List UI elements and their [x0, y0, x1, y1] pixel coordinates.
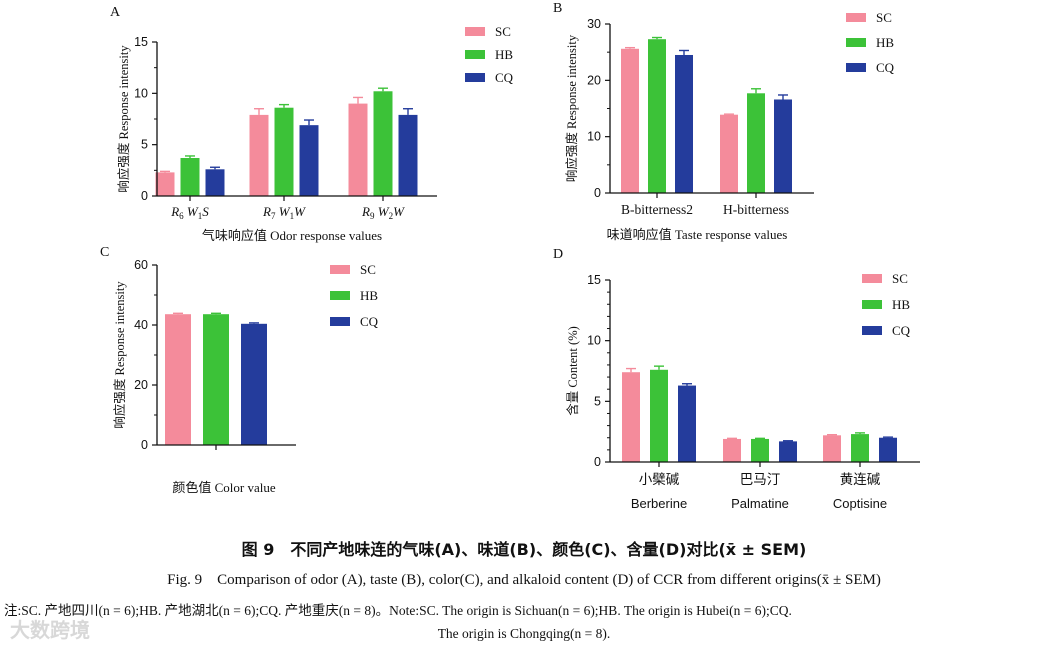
panel-a-legend-swatch-hb [465, 50, 485, 59]
panel-d-category-0: 小檗碱 [639, 472, 680, 488]
panel-c-legend-swatch-sc [330, 265, 350, 274]
panel-b-bar-cq-0 [675, 54, 693, 193]
panel-b-bar-hb-0 [648, 39, 666, 194]
panel-d-legend-swatch-sc [862, 274, 882, 283]
panel-a-legend-label-sc: SC [495, 24, 511, 39]
panel-a-bar-hb-1 [274, 107, 294, 196]
panel-b-bar-hb-1 [747, 93, 765, 193]
panel-d-letter: D [553, 247, 563, 262]
caption-chinese: 图 9 不同产地味连的气味(A)、味道(B)、颜色(C)、含量(D)对比(x̄ … [241, 540, 807, 559]
note-line-1: 注:SC. 产地四川(n = 6);HB. 产地湖北(n = 6);CQ. 产地… [4, 603, 792, 618]
panel-c-bar-cq-0 [241, 323, 267, 445]
panel-a-category-2: R9 W2W [361, 204, 405, 221]
panel-d-bar-sc-2 [823, 435, 841, 462]
panel-b-xlabel: 味道响应值 Taste response values [607, 227, 788, 242]
panel-b-legend-label-sc: SC [876, 10, 892, 25]
panel-c-legend-label-hb: HB [360, 288, 378, 303]
panel-b-ytick-label-1: 10 [587, 130, 601, 144]
panel-c-bar-hb-0 [203, 314, 229, 445]
panel-b-ylabel: 响应强度 Response intensity [564, 34, 579, 182]
panel-c-ytick-label-0: 0 [141, 438, 148, 452]
panel-b-legend-swatch-sc [846, 13, 866, 22]
caption-english: Fig. 9 Comparison of odor (A), taste (B)… [167, 572, 881, 588]
panel-d-bar-hb-2 [851, 434, 869, 462]
panel-d-legend-label-sc: SC [892, 271, 908, 286]
panel-d-ylabel: 含量 Content (%) [565, 326, 580, 416]
panel-a-bar-sc-1 [249, 114, 269, 196]
panel-a-category-1: R7 W1W [262, 204, 306, 221]
panel-b-ytick-label-3: 30 [587, 17, 601, 31]
panel-d-legend-swatch-cq [862, 326, 882, 335]
panel-b-category-1: H-bitterness [723, 202, 789, 217]
panel-b-ytick-label-2: 20 [587, 73, 601, 87]
panel-b-category-0: B-bitterness2 [621, 202, 693, 217]
panel-a-bar-sc-2 [348, 103, 368, 196]
panel-b-bar-sc-0 [621, 48, 639, 193]
panel-d-category-en-0: Berberine [631, 496, 687, 511]
panel-d-category-2: 黄连碱 [840, 472, 881, 488]
panel-a-bar-cq-0 [205, 169, 225, 196]
panel-d-bar-hb-1 [751, 438, 769, 462]
panel-d-legend-swatch-hb [862, 300, 882, 309]
panel-d-bar-cq-0 [678, 385, 696, 462]
panel-b-legend-label-cq: CQ [876, 60, 895, 75]
panel-c-ylabel: 响应强度 Response intensity [112, 281, 127, 429]
panel-c-ytick-label-1: 20 [134, 378, 148, 392]
panel-b-legend-swatch-hb [846, 38, 866, 47]
panel-b-ytick-label-0: 0 [594, 186, 601, 200]
panel-a-bar-hb-2 [373, 91, 393, 196]
panel-a-letter: A [110, 5, 121, 20]
panel-a-ytick-label-1: 5 [141, 138, 148, 152]
panel-d-bar-cq-1 [779, 441, 797, 462]
panel-c-legend-swatch-cq [330, 317, 350, 326]
panel-d-bar-sc-0 [622, 372, 640, 462]
panel-d-ytick-label-1: 5 [594, 394, 601, 408]
panel-d-bar-hb-0 [650, 369, 668, 462]
panel-d-category-en-2: Coptisine [833, 496, 887, 511]
panel-d-ytick-label-2: 10 [587, 334, 601, 348]
panel-a-bar-cq-2 [398, 114, 418, 196]
panel-c-ytick-label-3: 60 [134, 258, 148, 272]
panel-d-bar-sc-1 [723, 438, 741, 462]
panel-a-legend-swatch-sc [465, 27, 485, 36]
panel-a-ylabel: 响应强度 Response intensity [116, 45, 131, 193]
panel-c-ytick-label-2: 40 [134, 318, 148, 332]
panel-a-legend-label-hb: HB [495, 47, 513, 62]
panel-d-category-1: 巴马汀 [740, 472, 781, 488]
panel-c-legend-label-cq: CQ [360, 314, 379, 329]
panel-d-legend-label-cq: CQ [892, 323, 911, 338]
panel-b-bar-cq-1 [774, 99, 792, 193]
panel-b-bar-sc-1 [720, 114, 738, 193]
panel-b-legend-label-hb: HB [876, 35, 894, 50]
panel-d-ytick-label-0: 0 [594, 455, 601, 469]
panel-a-ytick-label-2: 10 [134, 86, 148, 100]
panel-a-category-0: R6 W1S [170, 204, 209, 221]
panel-d-category-en-1: Palmatine [731, 496, 789, 511]
panel-b-letter: B [553, 1, 562, 16]
panel-c-xlabel: 颜色值 Color value [172, 480, 275, 495]
panel-a-bar-sc-0 [155, 172, 175, 196]
panel-c-legend-swatch-hb [330, 291, 350, 300]
panel-a-ytick-label-0: 0 [141, 189, 148, 203]
panel-a-legend-label-cq: CQ [495, 70, 514, 85]
panel-c-letter: C [100, 245, 109, 260]
panel-a-bar-hb-0 [180, 158, 200, 196]
panel-c-legend-label-sc: SC [360, 262, 376, 277]
panel-b-legend-swatch-cq [846, 63, 866, 72]
panel-d-ytick-label-3: 15 [587, 273, 601, 287]
watermark: 大数跨境 [10, 618, 90, 642]
panel-a-ytick-label-3: 15 [134, 35, 148, 49]
panel-a-bar-cq-1 [299, 125, 319, 196]
panel-d-legend-label-hb: HB [892, 297, 910, 312]
panel-a-xlabel: 气味响应值 Odor response values [202, 228, 382, 243]
note-line-2: The origin is Chongqing(n = 8). [437, 626, 611, 641]
panel-a-legend-swatch-cq [465, 73, 485, 82]
panel-c-bar-sc-0 [165, 314, 191, 445]
panel-d-bar-cq-2 [879, 437, 897, 462]
